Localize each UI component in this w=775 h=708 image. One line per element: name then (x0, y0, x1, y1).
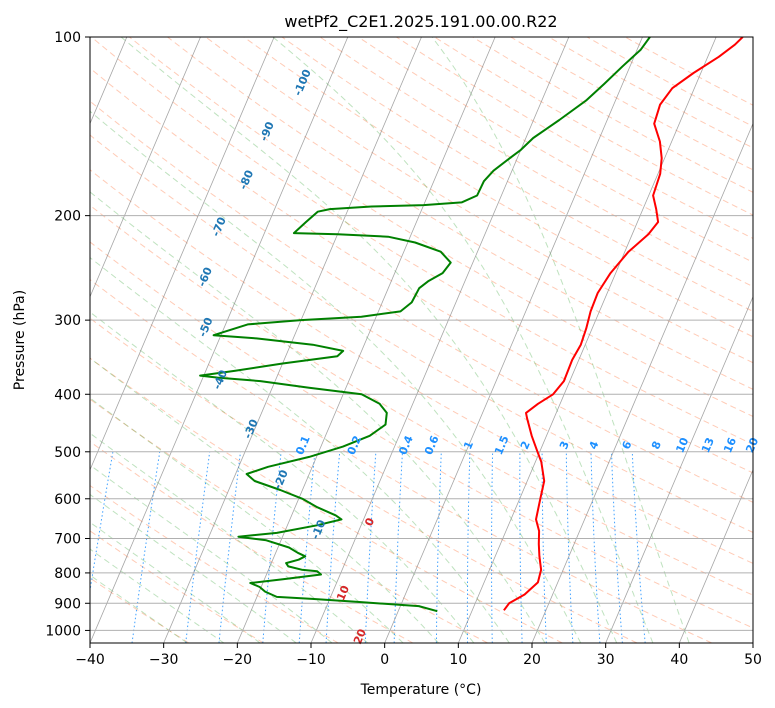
dry-adiabat-line (90, 398, 488, 643)
x-tick-label: 10 (449, 652, 467, 668)
plot-frame (89, 36, 754, 644)
moist-adiabat-line (90, 256, 510, 643)
isotherm-line (531, 122, 753, 643)
y-tick-label: 400 (54, 387, 81, 403)
dry-adiabat-line (90, 484, 339, 643)
mixing-ratio-line (325, 451, 341, 643)
mixing-ratio-label: 13 (699, 436, 717, 455)
x-axis-label: Temperature (°C) (360, 682, 482, 698)
y-tick-label: 200 (54, 209, 81, 225)
plot-area (90, 37, 753, 643)
dry-adiabat-line (90, 169, 753, 564)
y-tick-label: 700 (54, 532, 81, 548)
dry-adiabat-line (281, 37, 753, 312)
dry-adiabat-line (90, 37, 753, 445)
x-tick-label: 0 (380, 652, 389, 668)
isotherm-line (605, 295, 753, 643)
dry-adiabat-line (90, 204, 753, 596)
y-tick-label: 300 (54, 313, 81, 329)
dry-adiabat-line (90, 241, 753, 629)
dry-adiabat-line (90, 100, 753, 503)
isotherm-line (384, 37, 643, 643)
x-tick-label: 50 (744, 652, 762, 668)
x-tick-label: 30 (597, 652, 615, 668)
x-tick-label: 20 (523, 652, 541, 668)
series-line-0 (503, 37, 744, 611)
y-axis-label: Pressure (hPa) (12, 290, 28, 390)
mixing-ratio-label: 10 (673, 435, 691, 454)
isotherm-line (678, 468, 753, 643)
dry-adiabat-line (90, 530, 264, 643)
isotherm-line (90, 37, 275, 471)
mixing-ratio-line (364, 451, 377, 643)
moist-adiabat-line (90, 357, 439, 643)
y-tick-label: 600 (54, 492, 81, 508)
dry-adiabat-line (90, 278, 712, 643)
y-tick-label: 900 (54, 596, 81, 612)
mixing-ratio-line (218, 451, 241, 643)
moist-adiabats-label: 10 (334, 583, 352, 602)
moist-adiabat-line (90, 574, 188, 643)
dry-adiabat-line (90, 317, 638, 643)
x-tick-label: −10 (296, 652, 326, 668)
moist-adiabat-line (90, 548, 225, 643)
moist-adiabat-line (272, 37, 654, 643)
profile-lines (199, 37, 744, 613)
mixing-ratio-line (262, 451, 282, 643)
mixing-ratio-label: 16 (721, 435, 739, 454)
isotherm-line (457, 37, 717, 643)
mixing-ratio-line (185, 451, 211, 643)
isotherm-line (236, 37, 496, 643)
mixing-ratio-line (631, 451, 646, 643)
mixing-ratio-label: 20 (743, 435, 761, 454)
mixing-ratio-line (298, 451, 316, 643)
y-tick-label: 800 (54, 566, 81, 582)
dry-adiabat-line (90, 134, 753, 533)
series-line-1 (199, 37, 651, 613)
moist-adiabat-line (90, 191, 546, 643)
moist-adiabat-line (90, 521, 261, 643)
dry-adiabat-line (243, 37, 753, 338)
background-lines (90, 37, 753, 643)
mixing-ratio-line (611, 451, 623, 643)
moist-adiabat-line (90, 432, 369, 643)
moist-adiabat-line (90, 397, 404, 643)
x-tick-label: −40 (75, 652, 105, 668)
moist-adiabats-label: 20 (351, 627, 369, 646)
dry-adiabat-line (90, 357, 563, 643)
dry-adiabat-line (129, 37, 753, 418)
x-tick-label: 40 (670, 652, 688, 668)
y-tick-label: 100 (54, 30, 81, 46)
moist-adiabat-line (90, 464, 333, 643)
moist-adiabat-line (90, 493, 297, 643)
mixing-ratio-line (590, 451, 601, 643)
axes: −40 −30 −20 −10 0 10 20 30 40 50 100 200 300 400 500 60… (45, 30, 762, 668)
chart-title: wetPf2_C2E1.2025.191.00.00.R22 (284, 12, 557, 32)
moist-adiabat-line (90, 311, 475, 643)
x-tick-label: −30 (149, 652, 179, 668)
isotherm-line (90, 37, 201, 298)
x-tick-label: −20 (223, 652, 253, 668)
isotherm-line (163, 37, 422, 643)
y-tick-label: 1000 (45, 623, 81, 639)
moist-adiabat-line (431, 37, 690, 643)
y-tick-label: 500 (54, 445, 81, 461)
isotherm-line (310, 37, 570, 643)
isotherm-line (90, 37, 349, 643)
